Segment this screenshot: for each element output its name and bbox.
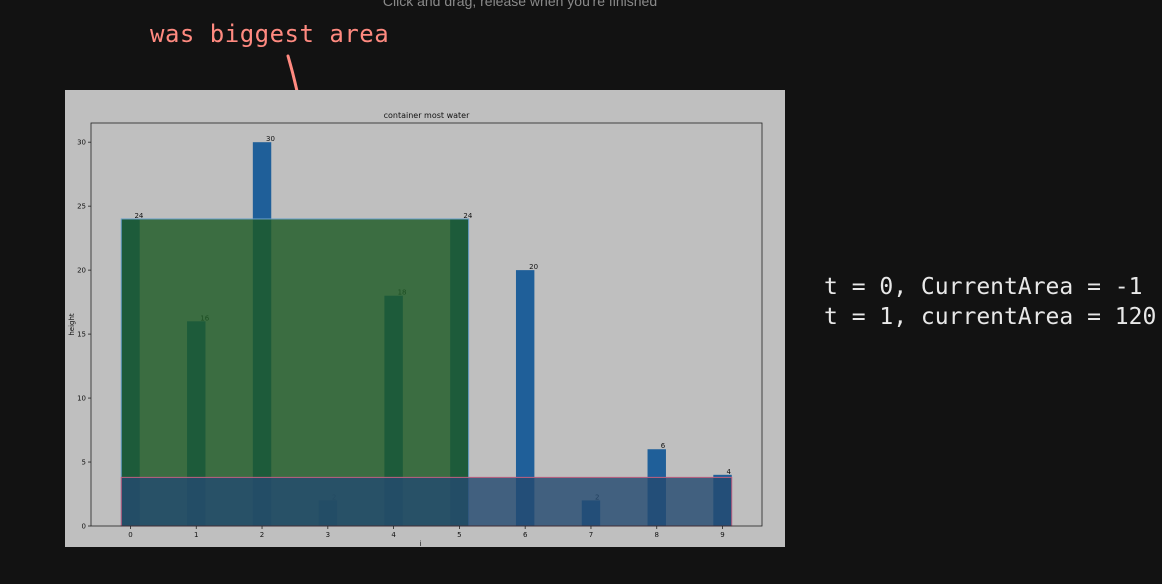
x-tick-label-5: 5	[457, 531, 461, 539]
x-tick-label-4: 4	[391, 531, 396, 539]
y-axis-label: height	[68, 313, 76, 336]
data-label-6: 20	[529, 263, 538, 271]
green-area-overlay	[120, 218, 470, 527]
blue-area-overlay	[120, 476, 733, 527]
x-tick-label-6: 6	[523, 531, 528, 539]
y-tick-label-30: 30	[77, 139, 86, 147]
data-label-0: 24	[134, 212, 143, 220]
y-tick-label-25: 25	[77, 203, 86, 211]
data-label-9: 4	[727, 468, 732, 476]
bar-6	[515, 270, 535, 526]
y-tick-label-0: 0	[82, 523, 86, 531]
bar-chart[interactable]: container most water24163021824202640510…	[65, 90, 785, 547]
x-tick-label-8: 8	[655, 531, 659, 539]
data-label-8: 6	[661, 442, 666, 450]
chart-figure[interactable]: container most water24163021824202640510…	[65, 90, 785, 547]
x-tick-label-2: 2	[260, 531, 264, 539]
data-label-2: 30	[266, 135, 275, 143]
trace-log: t = 0, CurrentArea = -1 t = 1, currentAr…	[824, 272, 1156, 332]
x-tick-label-1: 1	[194, 531, 198, 539]
instruction-text: Click and drag, release when you're fini…	[382, 0, 658, 9]
trace-line-2: t = 1, currentArea = 120	[824, 304, 1157, 330]
x-tick-label-7: 7	[589, 531, 593, 539]
trace-line-1: t = 0, CurrentArea = -1	[824, 274, 1143, 300]
plot-frame	[90, 122, 763, 527]
x-axis-label: i	[420, 540, 422, 547]
y-tick-label-5: 5	[82, 459, 86, 467]
data-label-5: 24	[463, 212, 472, 220]
x-tick-label-9: 9	[720, 531, 724, 539]
chart-title: container most water	[384, 111, 470, 120]
y-tick-label-10: 10	[77, 395, 86, 403]
y-tick-label-15: 15	[77, 331, 86, 339]
y-tick-label-20: 20	[77, 267, 86, 275]
biggest-area-note: was biggest area	[150, 20, 390, 48]
x-tick-label-0: 0	[128, 531, 132, 539]
x-tick-label-3: 3	[326, 531, 330, 539]
